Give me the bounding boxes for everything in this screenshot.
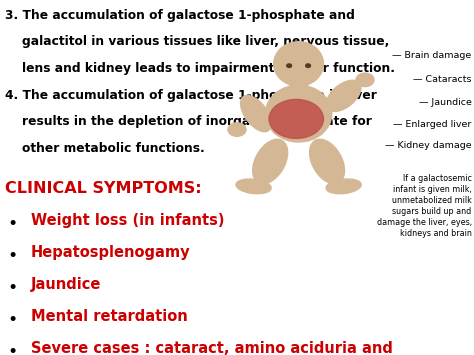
Text: Weight loss (in infants): Weight loss (in infants) [31,213,224,228]
Text: CLINICAL SYMPTOMS:: CLINICAL SYMPTOMS: [5,181,201,196]
Ellipse shape [288,82,309,98]
Text: lens and kidney leads to impairment in their function.: lens and kidney leads to impairment in t… [5,62,395,75]
Ellipse shape [326,179,361,194]
Text: galactitol in various tissues like liver, nervous tissue,: galactitol in various tissues like liver… [5,36,389,49]
Text: — Kidney damage: — Kidney damage [385,141,472,150]
Text: Mental retardation: Mental retardation [31,309,188,324]
Ellipse shape [253,139,288,184]
Text: •: • [7,247,18,265]
Text: 4. The accumulation of galactose 1-phosphate in liver: 4. The accumulation of galactose 1-phosp… [5,89,377,102]
Text: •: • [7,279,18,297]
Text: results in the depletion of inorganic phosphate for: results in the depletion of inorganic ph… [5,115,372,129]
Ellipse shape [356,73,374,87]
Text: — Cataracts: — Cataracts [413,75,472,84]
Ellipse shape [236,179,271,194]
Text: Hepatosplenogamy: Hepatosplenogamy [31,245,191,260]
Text: — Jaundice: — Jaundice [419,98,472,108]
Text: •: • [7,311,18,329]
Ellipse shape [265,85,332,142]
Text: Severe cases : cataract, amino aciduria and: Severe cases : cataract, amino aciduria … [31,341,392,355]
Ellipse shape [287,64,292,67]
Ellipse shape [327,80,361,111]
Text: •: • [7,343,18,355]
Ellipse shape [306,64,310,67]
Text: — Brain damage: — Brain damage [392,50,472,60]
Text: — Enlarged liver: — Enlarged liver [393,120,472,129]
Ellipse shape [310,139,345,184]
Text: other metabolic functions.: other metabolic functions. [5,142,204,155]
Ellipse shape [269,99,323,138]
Ellipse shape [241,95,271,132]
Ellipse shape [274,42,323,86]
Text: 3. The accumulation of galactose 1-phosphate and: 3. The accumulation of galactose 1-phosp… [5,9,355,22]
Text: If a galactosemic
infant is given milk,
unmetabolized milk
sugars build up and
d: If a galactosemic infant is given milk, … [376,174,472,239]
Ellipse shape [228,123,246,136]
Text: Jaundice: Jaundice [31,277,101,292]
Text: •: • [7,215,18,233]
